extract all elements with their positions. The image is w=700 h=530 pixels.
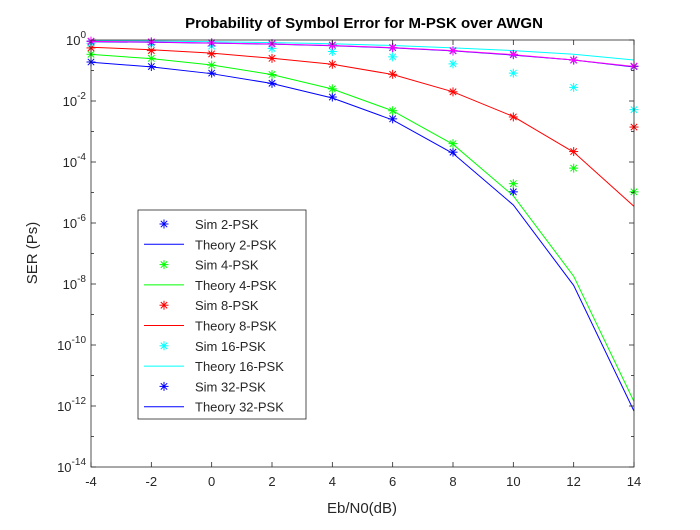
data-point bbox=[508, 179, 518, 189]
legend-marker-swatch bbox=[159, 381, 169, 391]
x-tick-label: -4 bbox=[85, 474, 97, 489]
legend-entry: Sim 2-PSK bbox=[159, 217, 259, 232]
legend-marker-swatch bbox=[159, 260, 169, 270]
data-point bbox=[146, 46, 156, 56]
y-tick-exponent: -8 bbox=[77, 274, 86, 285]
series-line bbox=[90, 61, 635, 412]
y-tick-label: 10-4 bbox=[63, 152, 87, 170]
y-tick-base: 10 bbox=[57, 338, 71, 353]
data-point bbox=[327, 40, 337, 50]
y-tick-base: 10 bbox=[57, 460, 71, 475]
y-tick-label: 10-2 bbox=[63, 91, 87, 109]
y-tick-base: 10 bbox=[63, 155, 77, 170]
y-tick-base: 10 bbox=[57, 399, 71, 414]
legend-entry: Theory 32-PSK bbox=[144, 400, 284, 415]
y-tick-base: 10 bbox=[63, 94, 77, 109]
data-point bbox=[508, 68, 518, 78]
legend-entry: Theory 2-PSK bbox=[144, 237, 277, 252]
series-7 bbox=[90, 40, 635, 61]
y-tick-exponent: -12 bbox=[72, 396, 87, 407]
legend-marker-swatch bbox=[159, 300, 169, 310]
data-point bbox=[448, 46, 458, 56]
legend-entry: Theory 8-PSK bbox=[144, 319, 277, 334]
data-point bbox=[327, 46, 337, 56]
x-tick-label: 2 bbox=[268, 474, 275, 489]
legend: Sim 2-PSK Theory 2-PSK Sim 4-PSK Theory 4-P… bbox=[137, 209, 307, 420]
y-tick-base: 10 bbox=[66, 33, 80, 48]
y-tick-label: 100 bbox=[66, 30, 86, 48]
y-tick-label: 10-6 bbox=[63, 213, 87, 231]
series-10 bbox=[90, 40, 635, 68]
legend-label: Sim 32-PSK bbox=[195, 379, 266, 394]
legend-label: Theory 8-PSK bbox=[195, 319, 277, 334]
y-tick-label: 10-14 bbox=[57, 457, 86, 475]
y-tick-base: 10 bbox=[63, 216, 77, 231]
x-tick-label: 0 bbox=[208, 474, 215, 489]
legend-entry: Sim 8-PSK bbox=[159, 298, 259, 313]
series-layer bbox=[86, 36, 639, 412]
y-tick-exponent: -2 bbox=[77, 91, 86, 102]
data-point bbox=[448, 139, 458, 149]
legend-marker-swatch bbox=[159, 219, 169, 229]
x-axis-label: Eb/N0(dB) bbox=[327, 500, 397, 517]
y-tick-exponent: -14 bbox=[72, 457, 87, 468]
data-point bbox=[448, 59, 458, 69]
legend-entry: Sim 32-PSK bbox=[159, 379, 266, 394]
y-tick-exponent: -6 bbox=[77, 213, 86, 224]
legend-entry: Theory 4-PSK bbox=[144, 278, 277, 293]
legend-label: Sim 2-PSK bbox=[195, 217, 259, 232]
y-tick-label: 10-10 bbox=[57, 335, 86, 353]
y-tick-label: 10-12 bbox=[57, 396, 86, 414]
data-point bbox=[569, 82, 579, 92]
x-tick-label: 14 bbox=[627, 474, 641, 489]
legend-label: Theory 32-PSK bbox=[195, 400, 284, 415]
legend-entry: Sim 16-PSK bbox=[159, 339, 266, 354]
x-tick-label: 4 bbox=[329, 474, 336, 489]
data-point bbox=[569, 163, 579, 173]
legend-entry: Sim 4-PSK bbox=[159, 258, 259, 273]
data-point bbox=[388, 52, 398, 62]
legend-label: Theory 2-PSK bbox=[195, 237, 277, 252]
chart-title: Probability of Symbol Error for M-PSK ov… bbox=[185, 15, 543, 32]
x-tick-label: -2 bbox=[146, 474, 158, 489]
y-tick-exponent: -10 bbox=[72, 335, 87, 346]
x-tick-label: 6 bbox=[389, 474, 396, 489]
series-line bbox=[90, 40, 635, 61]
data-point bbox=[508, 49, 518, 59]
x-tick-label: 10 bbox=[506, 474, 520, 489]
series-line bbox=[90, 46, 635, 207]
legend-label: Theory 16-PSK bbox=[195, 359, 284, 374]
legend-marker-swatch bbox=[159, 341, 169, 351]
series-5 bbox=[90, 46, 635, 207]
series-1 bbox=[90, 61, 635, 412]
y-tick-exponent: -4 bbox=[77, 152, 86, 163]
legend-label: Sim 16-PSK bbox=[195, 339, 266, 354]
x-axis: -4 -2 0 2 4 6 8 10 12 14 bbox=[85, 40, 641, 489]
x-tick-label: 8 bbox=[449, 474, 456, 489]
series-line bbox=[90, 40, 635, 68]
series-line bbox=[90, 53, 635, 402]
legend-label: Theory 4-PSK bbox=[195, 278, 277, 293]
legend-entry: Theory 16-PSK bbox=[144, 359, 284, 374]
data-point bbox=[569, 147, 579, 157]
legend-label: Sim 8-PSK bbox=[195, 298, 259, 313]
data-point bbox=[508, 187, 518, 197]
x-tick-label: 12 bbox=[566, 474, 580, 489]
data-point bbox=[569, 55, 579, 65]
legend-label: Sim 4-PSK bbox=[195, 258, 259, 273]
y-tick-exponent: 0 bbox=[80, 30, 86, 41]
series-3 bbox=[90, 53, 635, 402]
y-axis-label: SER (Ps) bbox=[24, 222, 41, 285]
y-tick-base: 10 bbox=[63, 277, 77, 292]
y-tick-label: 10-8 bbox=[63, 274, 87, 292]
data-point bbox=[207, 68, 217, 78]
